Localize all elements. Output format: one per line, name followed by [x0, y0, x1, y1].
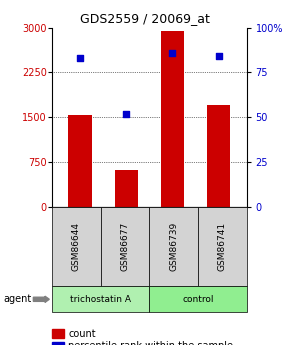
- Point: [216, 53, 221, 59]
- Bar: [161, 31, 184, 207]
- Point: [78, 55, 82, 61]
- Text: GSM86677: GSM86677: [121, 222, 130, 271]
- Text: trichostatin A: trichostatin A: [70, 295, 131, 304]
- Text: percentile rank within the sample: percentile rank within the sample: [68, 341, 233, 345]
- Point: [124, 111, 128, 117]
- Bar: [68, 115, 92, 207]
- Text: GSM86644: GSM86644: [72, 222, 81, 271]
- Text: GSM86739: GSM86739: [169, 222, 178, 271]
- Bar: [115, 170, 138, 207]
- Text: GSM86741: GSM86741: [218, 222, 227, 271]
- Text: control: control: [182, 295, 214, 304]
- Text: count: count: [68, 329, 96, 339]
- Text: agent: agent: [3, 294, 31, 304]
- Point: [170, 50, 175, 56]
- Bar: [207, 105, 230, 207]
- Text: GDS2559 / 20069_at: GDS2559 / 20069_at: [80, 12, 210, 25]
